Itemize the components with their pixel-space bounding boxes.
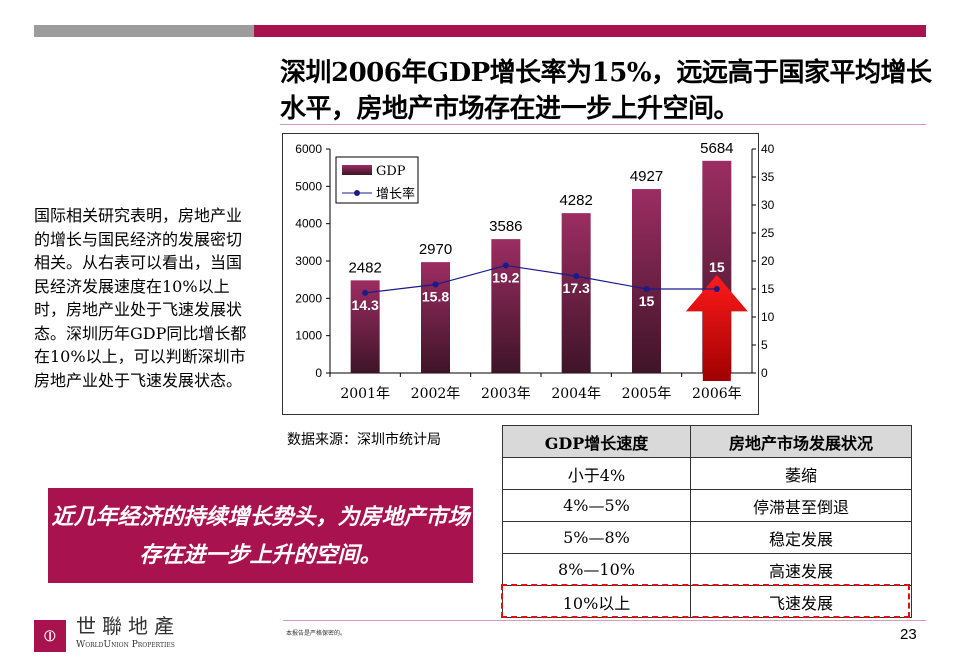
growth-point [362,289,369,296]
page-number: 23 [900,626,917,643]
x-tick-label: 2006年 [692,386,742,402]
x-tick-label: 2004年 [551,386,601,402]
logo-text-en: WorldUnion Properties [76,640,175,650]
legend-label-gdp: GDP [376,164,406,179]
logo-icon: ⦶ [34,620,66,652]
growth-point [432,281,439,288]
y-tick-label: 6000 [295,142,322,156]
x-tick-label: 2005年 [622,386,672,402]
logo-text-cn: 世聯地產 [76,614,180,638]
y2-tick-label: 15 [761,282,775,296]
legend-box [335,156,419,204]
table-cell: 4%—5% [502,489,691,522]
gdp-bar-label: 3586 [489,218,522,235]
table-cell: 5%—8% [502,521,691,554]
table-row: 5%—8% 稳定发展 [502,521,912,554]
footer-divider [283,620,926,621]
y2-tick-label: 30 [761,198,775,212]
growth-label: 15.8 [422,289,449,305]
header-bar-magenta [254,25,926,37]
red-up-arrow [685,275,748,381]
gdp-bar-label: 2970 [419,241,452,258]
legend-label-growth: 增长率 [376,186,415,201]
confidential-note: 本报告是严格保密的。 [286,630,347,637]
y-tick-label: 5000 [295,179,322,193]
growth-line [365,264,717,294]
y-tick-label: 4000 [295,217,322,231]
y2-tick-label: 10 [761,310,775,324]
growth-label: 14.3 [352,297,379,313]
y-tick-label: 2000 [295,291,322,305]
table-cell: 稳定发展 [690,521,912,554]
table-row: 小于4% 萎缩 [502,457,912,490]
table-cell: 小于4% [502,457,691,490]
gdp-bar [421,262,450,373]
legend-swatch-gdp [342,165,372,175]
table-header: GDP增长速度 [502,425,691,458]
table-cell: 8%—10% [502,553,691,586]
legend-marker [354,190,360,196]
gdp-bar-label: 2482 [348,259,381,276]
growth-label: 17.3 [563,280,590,296]
table-row: 4%—5% 停滞甚至倒退 [502,489,912,522]
table-header-row: GDP增长速度 房地产市场发展状况 [502,425,912,458]
growth-point [502,262,509,269]
growth-point [573,273,580,280]
table-cell: 停滞甚至倒退 [690,489,912,522]
y2-tick-label: 5 [761,338,768,352]
y2-tick-label: 35 [761,170,775,184]
gdp-bar [561,213,591,373]
growth-point [643,286,650,292]
growth-point [713,286,720,292]
callout-box: 近几年经济的持续增长势头，为房地产市场存在进一步上升的空间。 [48,488,473,583]
y-tick-label: 1000 [295,329,322,343]
header-bar-gray [34,25,254,37]
x-tick-label: 2003年 [481,386,531,402]
x-tick-label: 2001年 [340,386,390,402]
data-source: 数据来源：深圳市统计局 [287,432,441,448]
y2-tick-label: 0 [761,366,768,380]
gdp-bar [491,239,521,373]
gdp-bar-label: 4282 [559,192,592,209]
chart-frame [282,133,759,415]
y-tick-label: 0 [315,366,322,380]
gdp-bar-label: 5684 [700,140,733,157]
y-tick-label: 3000 [295,254,322,268]
y2-tick-label: 40 [761,142,775,156]
y2-tick-label: 20 [761,254,775,268]
y2-tick-label: 25 [761,226,775,240]
table-cell: 高速发展 [690,553,912,586]
x-tick-label: 2002年 [411,386,461,402]
gdp-bar-label: 4927 [630,168,663,185]
table-cell: 10%以上 [502,585,691,618]
growth-label: 15 [639,293,655,309]
table-header: 房地产市场发展状况 [690,425,912,458]
highlight-dashed-box [501,584,910,618]
growth-label: 15 [709,259,725,275]
gdp-bar [632,189,661,373]
table-cell: 萎缩 [690,457,912,490]
table-row: 8%—10% 高速发展 [502,553,912,586]
growth-label: 19.2 [492,269,519,285]
slide-title: 深圳2006年GDP增长率为15%，远远高于国家平均增长水平，房地产市场存在进一… [280,58,932,124]
title-divider [280,124,926,125]
description-text: 国际相关研究表明，房地产业的增长与国民经济的发展密切相关。从右表可以看出，当国民… [34,206,247,390]
